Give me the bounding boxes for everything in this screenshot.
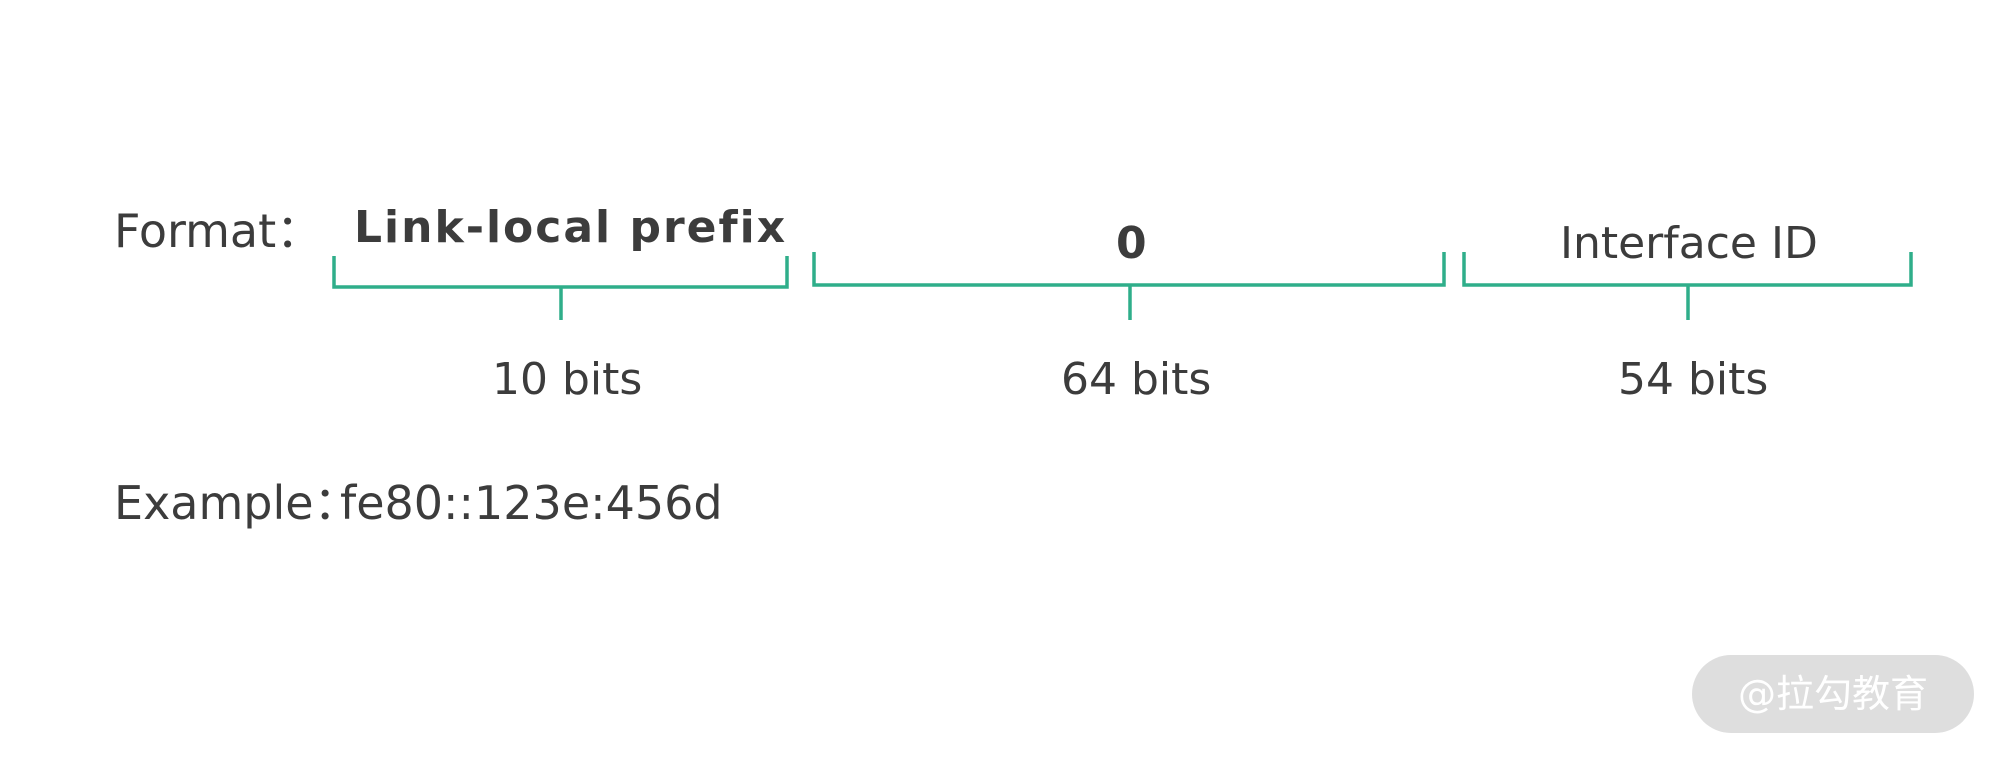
bracket-link-local-prefix — [332, 256, 789, 320]
bits-link-local-prefix: 10 bits — [492, 354, 643, 405]
bracket-zero — [812, 252, 1446, 320]
watermark: @拉勾教育 — [1692, 655, 1974, 733]
bracket-interface-id — [1462, 252, 1913, 320]
example-label: Example： — [114, 476, 360, 530]
example-value: fe80::123e:456d — [340, 476, 723, 530]
format-label: Format： — [114, 204, 323, 258]
field-name-zero: 0 — [1116, 218, 1149, 269]
bits-interface-id: 54 bits — [1618, 354, 1769, 405]
bits-zero: 64 bits — [1061, 354, 1212, 405]
field-name-interface-id: Interface ID — [1560, 218, 1818, 269]
field-name-link-local-prefix: Link-local prefix — [354, 202, 788, 253]
